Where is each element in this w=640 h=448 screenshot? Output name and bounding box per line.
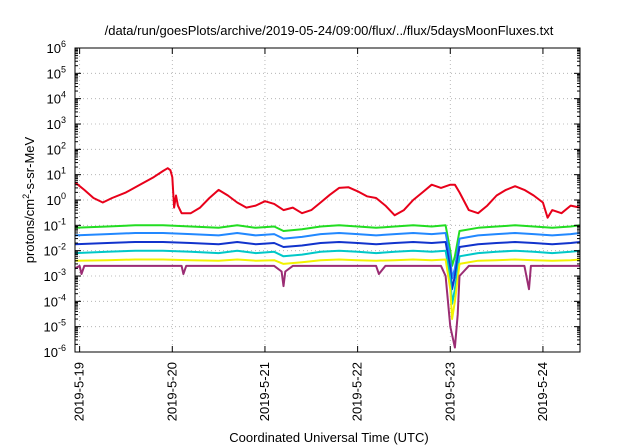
- x-tick-label: 2019-5-24: [535, 362, 550, 421]
- y-tick-label-base: 10: [44, 218, 58, 233]
- series-line-1: [74, 167, 581, 219]
- chart-title: /data/run/goesPlots/archive/2019-05-24/0…: [105, 23, 554, 38]
- y-tick-label-base: 10: [47, 41, 61, 56]
- y-tick-label-exponent: -2: [58, 242, 66, 252]
- y-tick-label-base: 10: [47, 168, 61, 183]
- y-tick-label: 103: [47, 115, 66, 132]
- y-tick-label-exponent: -4: [58, 292, 66, 302]
- y-tick-label: 10-5: [44, 318, 66, 335]
- y-tick-label-exponent: 0: [61, 191, 66, 201]
- series-line-3: [74, 232, 581, 280]
- series-line-7: [74, 264, 580, 349]
- series-lines: [74, 167, 581, 349]
- y-tick-label-exponent: 5: [61, 64, 66, 74]
- y-tick-label-base: 10: [47, 117, 61, 132]
- y-tick-label-base: 10: [47, 193, 61, 208]
- y-tick-label-base: 10: [44, 320, 58, 335]
- x-tick-labels: 2019-5-19 2019-5-20 2019-5-21 2019-5-22 2019…: [72, 362, 550, 421]
- y-tick-label-exponent: -6: [58, 343, 66, 353]
- y-tick-label-exponent: 3: [61, 115, 66, 125]
- y-tick-label: 102: [47, 140, 66, 157]
- x-tick-label: 2019-5-19: [72, 362, 87, 421]
- y-tick-label: 10-1: [44, 216, 66, 233]
- series-line-4: [74, 241, 581, 291]
- series-line-5: [74, 249, 581, 305]
- y-axis-label: protons/cm2-s-sr-MeV: [21, 136, 37, 263]
- series-line-6: [74, 258, 581, 320]
- y-tick-label-base: 10: [44, 244, 58, 259]
- x-tick-label: 2019-5-20: [164, 362, 179, 421]
- y-tick-label-base: 10: [47, 66, 61, 81]
- x-axis-label: Coordinated Universal Time (UTC): [229, 430, 428, 445]
- y-tick-label: 100: [47, 191, 66, 208]
- series-line-2: [74, 224, 581, 267]
- y-tick-label-base: 10: [44, 269, 58, 284]
- y-tick-label-base: 10: [47, 142, 61, 157]
- x-tick-label: 2019-5-21: [257, 362, 272, 421]
- y-tick-label-exponent: -1: [58, 216, 66, 226]
- y-tick-label-base: 10: [47, 92, 61, 107]
- y-tick-label: 105: [47, 64, 66, 81]
- y-tick-label: 10-2: [44, 242, 66, 259]
- y-tick-label-base: 10: [44, 294, 58, 309]
- y-tick-label-exponent: 2: [61, 140, 66, 150]
- y-tick-label: 104: [47, 90, 66, 107]
- y-tick-label-exponent: 4: [61, 90, 66, 100]
- y-tick-label-exponent: -5: [58, 318, 66, 328]
- y-tick-labels: 10-610-510-410-310-210-11001011021031041…: [44, 39, 66, 360]
- x-tick-label: 2019-5-22: [350, 362, 365, 421]
- y-tick-label-exponent: -3: [58, 267, 66, 277]
- y-tick-label: 10-3: [44, 267, 66, 284]
- y-axis-label-pre: protons/cm: [22, 199, 37, 263]
- y-tick-label-exponent: 1: [61, 166, 66, 176]
- y-tick-label-exponent: 6: [61, 39, 66, 49]
- grid-lines: [75, 48, 580, 352]
- y-tick-label-base: 10: [44, 345, 58, 360]
- y-tick-label: 10-6: [44, 343, 66, 360]
- axis-ticks: [75, 47, 580, 353]
- y-axis-label-post: -s-sr-MeV: [22, 136, 37, 193]
- y-tick-label: 101: [47, 166, 66, 183]
- x-tick-label: 2019-5-23: [442, 362, 457, 421]
- y-tick-label: 106: [47, 39, 66, 56]
- y-axis-label-sup: 2: [21, 194, 31, 199]
- y-tick-label: 10-4: [44, 292, 66, 309]
